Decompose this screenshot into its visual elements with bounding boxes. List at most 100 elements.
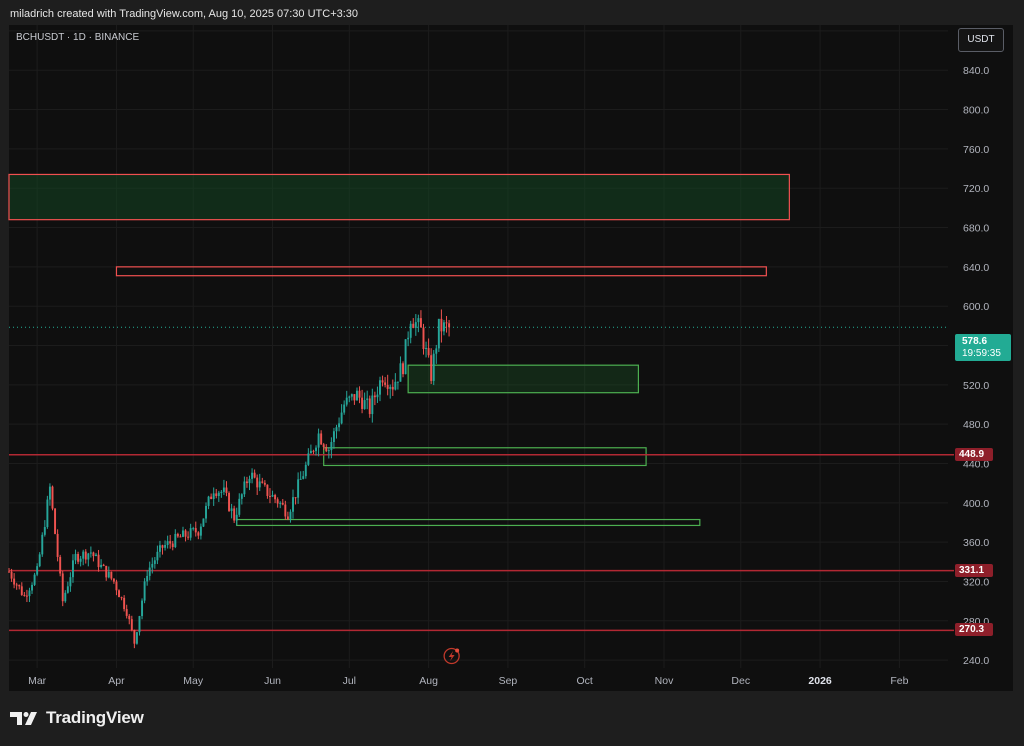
candle-body: [243, 481, 246, 495]
candle-body: [184, 530, 187, 537]
candle-body: [33, 574, 36, 585]
candle-body: [309, 450, 312, 454]
candle-body: [430, 355, 433, 381]
candle-body: [153, 560, 156, 564]
candle-body: [332, 431, 335, 443]
lightning-icon[interactable]: [443, 647, 460, 665]
candle-body: [110, 571, 113, 579]
candle-body: [327, 450, 330, 452]
candle-body: [399, 363, 402, 382]
candle-body: [38, 554, 41, 567]
candle-body: [355, 390, 358, 401]
candle-body: [233, 508, 236, 521]
y-tick-label: 680.0: [963, 223, 989, 235]
candle-body: [115, 581, 118, 591]
y-tick-label: 440.0: [963, 458, 989, 470]
candle-body: [345, 397, 348, 405]
candle-body: [192, 528, 195, 530]
y-tick-label: 480.0: [963, 419, 989, 431]
candle-body: [202, 518, 205, 527]
symbol-info[interactable]: BCHUSDT · 1D · BINANCE: [16, 32, 140, 43]
candle-body: [312, 450, 315, 452]
candle-body: [210, 496, 213, 500]
candle-body: [187, 536, 190, 538]
candle-body: [15, 584, 18, 586]
candle-body: [105, 565, 108, 578]
candle-body: [43, 527, 46, 535]
candle-body: [10, 571, 13, 579]
candle-body: [146, 575, 149, 582]
candle-body: [169, 541, 172, 544]
tradingview-logo[interactable]: TradingView: [10, 708, 144, 728]
x-tick-label: May: [183, 675, 204, 687]
candle-body: [197, 532, 200, 536]
candle-body: [102, 564, 105, 566]
candle-body: [263, 482, 266, 485]
candle-body: [166, 541, 169, 545]
candle-body: [368, 398, 371, 415]
candle-body: [174, 533, 177, 548]
candle-body: [48, 486, 51, 500]
candle-body: [425, 347, 428, 350]
candle-body: [228, 492, 231, 511]
candle-body: [266, 484, 269, 496]
candle-body: [120, 597, 123, 599]
y-tick-label: 400.0: [963, 498, 989, 510]
candle-body: [251, 472, 254, 479]
candle-body: [151, 563, 154, 568]
candle-body: [220, 491, 223, 493]
candle-body: [409, 323, 412, 338]
candle-body: [66, 586, 69, 593]
candle-body: [376, 394, 379, 398]
candle-body: [240, 494, 243, 499]
currency-button[interactable]: USDT: [958, 28, 1004, 52]
candle-body: [419, 318, 422, 328]
candle-body: [46, 499, 49, 528]
candle-body: [366, 398, 369, 401]
candle-body: [148, 567, 151, 576]
y-tick-label: 720.0: [963, 183, 989, 195]
candle-body: [289, 511, 292, 520]
candle-body: [31, 584, 33, 591]
last-price-label: 578.6 19:59:35: [955, 334, 1011, 361]
candle-body: [261, 481, 264, 483]
candle-body: [384, 382, 387, 385]
candle-body: [294, 497, 297, 499]
candle-body: [107, 571, 110, 578]
candle-body: [51, 486, 54, 509]
candle-body: [79, 558, 82, 562]
candle-body: [77, 553, 80, 562]
y-tick-label: 800.0: [963, 105, 989, 117]
tradingview-logo-icon: [10, 712, 37, 725]
candle-body: [130, 619, 133, 630]
candle-body: [271, 495, 274, 497]
candle-body: [315, 447, 318, 452]
candle-body: [363, 400, 366, 409]
candle-body: [143, 581, 146, 601]
candle-body: [437, 318, 440, 349]
candle-body: [361, 397, 364, 409]
y-tick-label: 760.0: [963, 144, 989, 156]
candle-body: [205, 505, 207, 519]
candle-body: [61, 573, 64, 602]
candle-body: [435, 348, 438, 354]
candle-body: [320, 433, 323, 445]
x-tick-label: Aug: [419, 675, 438, 687]
candle-body: [292, 497, 294, 512]
red-zone: [115, 266, 767, 277]
candle-body: [335, 427, 338, 432]
candle-body: [164, 544, 167, 548]
level-price-label: 331.1: [955, 563, 993, 577]
candle-body: [258, 481, 261, 488]
candle-body: [325, 447, 328, 452]
chart-header-title: miladrich created with TradingView.com, …: [10, 8, 359, 20]
candle-body: [54, 508, 57, 534]
y-tick-label: 840.0: [963, 65, 989, 77]
candle-body: [256, 477, 259, 488]
candle-body: [8, 571, 10, 573]
zones: [8, 173, 790, 527]
chart-area[interactable]: [9, 25, 1013, 691]
x-tick-label: Nov: [655, 675, 674, 687]
candle-body: [158, 545, 161, 552]
